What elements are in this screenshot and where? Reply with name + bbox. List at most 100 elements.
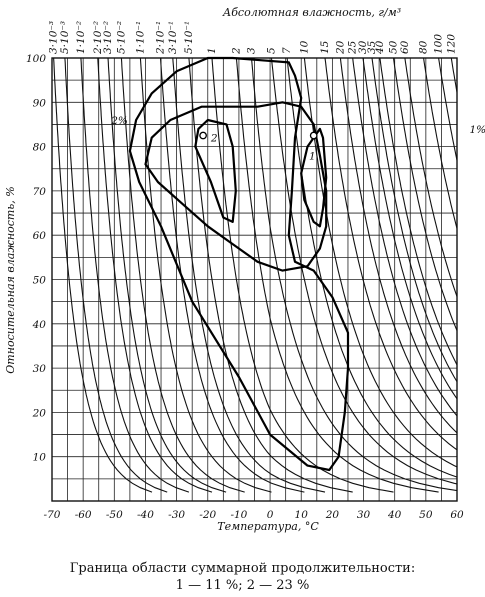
y-tick-label: 20 (32, 407, 47, 419)
top-tick-label: 5 (266, 47, 278, 54)
annotation-label: 2 (210, 133, 218, 145)
top-tick-label: 25 (347, 40, 359, 55)
x-tick-label: 40 (387, 509, 402, 521)
chart-grid (51, 57, 458, 502)
marker-1 (309, 131, 318, 140)
contour-3 (300, 127, 328, 228)
abs-humidity-line (404, 58, 457, 299)
top-tick-label: 80 (418, 40, 430, 54)
top-tick-label: 3·10⁻² (102, 21, 114, 54)
top-tick-label: 2·10⁻² (92, 21, 104, 55)
y-tick-label: 60 (33, 230, 47, 242)
y-tick-label: 50 (33, 275, 47, 287)
plot-frame (51, 57, 458, 502)
x-tick-label: -30 (168, 509, 185, 521)
x-tick-label: 10 (295, 509, 309, 521)
contour-4 (194, 118, 237, 223)
x-tick-label: -60 (75, 509, 92, 521)
top-tick-label: 120 (445, 34, 457, 54)
contour-1 (128, 56, 350, 472)
x-tick-label: 60 (450, 509, 464, 521)
abs-humidity-line (438, 58, 457, 164)
top-tick-label: 35 (366, 40, 378, 54)
abs-humidity-line (120, 58, 245, 493)
top-tick-label: 15 (319, 40, 331, 54)
top-tick-label: 2·10⁻¹ (155, 21, 167, 55)
top-tick-label: 60 (399, 40, 411, 54)
x-tick-label: 0 (267, 509, 274, 521)
abs-humidity-line (339, 58, 457, 434)
top-tick-label: 7 (281, 47, 293, 54)
top-tick-label: 3 (246, 47, 258, 54)
abs-humidity-line (139, 58, 272, 493)
top-tick-label: 5·10⁻³ (59, 21, 71, 54)
abs-humidity-line (362, 58, 457, 400)
y-tick-labels: 10 20 30 40 50 60 70 80 90 100 (26, 53, 46, 464)
abs-humidity-line (352, 58, 457, 417)
top-tick-label: 1·10⁻¹ (134, 21, 146, 54)
abs-humidity-line (235, 58, 439, 493)
abs-humidity-line (303, 58, 457, 468)
top-tick-label: 30 (357, 40, 369, 54)
top-tick-label: 20 (334, 40, 346, 55)
abs-humidity-line (107, 58, 227, 493)
y-tick-label: 80 (33, 142, 47, 154)
top-tick-label: 2 (230, 47, 242, 55)
annotation-label: 1 (309, 150, 316, 162)
top-tick-label: 10 (298, 40, 310, 54)
y-axis-title: Относительная влажность, % (4, 186, 17, 373)
abs-humidity-line (172, 58, 326, 493)
top-tick-label: 5·10⁻² (115, 21, 127, 54)
plot-border (51, 57, 458, 502)
caption-line-2: 1 — 11 %; 2 — 23 % (175, 578, 310, 593)
abs-humidity-line (250, 58, 457, 492)
y-tick-label: 90 (33, 97, 47, 109)
y-tick-label: 10 (33, 452, 47, 464)
abs-humidity-line (270, 58, 457, 485)
x-tick-label: -40 (137, 509, 154, 521)
abs-humidity-line (80, 58, 190, 493)
abs-humidity-line (188, 58, 353, 493)
top-tick-label: 40 (374, 40, 386, 55)
y-tick-label: 70 (33, 186, 47, 198)
x-tick-label: -10 (230, 509, 247, 521)
contour-2 (144, 101, 328, 272)
abs-humidity-line (97, 58, 213, 493)
y-tick-label: 40 (32, 319, 47, 331)
x-tick-label: -70 (44, 509, 61, 521)
humidity-chart: -70 -60 -50 -40 -30 -20 -10 0 10 20 30 40 50 60 10203… (4, 6, 485, 533)
x-tick-labels: -70 -60 -50 -40 -30 -20 -10 0 10 20 30 40 50 60 (44, 509, 464, 521)
absolute-humidity-lines (53, 58, 457, 493)
caption-line-1: Граница области суммарной продолжительно… (69, 561, 416, 576)
top-tick-label: 1·10⁻² (75, 21, 87, 54)
y-tick-label: 100 (26, 53, 46, 65)
x-tick-label: -50 (106, 509, 123, 521)
x-axis-title: Температура, °C (217, 520, 319, 533)
abs-humidity-line (392, 58, 457, 333)
top-axis-title: Абсолютная влажность, г/м³ (222, 6, 401, 19)
top-tick-label: 50 (388, 40, 400, 54)
top-tick-label: 3·10⁻³ (48, 21, 60, 54)
abs-humidity-line (379, 58, 457, 366)
marker-2 (199, 131, 207, 140)
annotation-label: 1% (469, 124, 485, 136)
top-tick-labels: 3·10⁻³ 5·10⁻³ 1·10⁻² 2·10⁻²3·10⁻² 5·10⁻² 1·10… (48, 21, 458, 55)
x-tick-label: 20 (325, 509, 340, 521)
top-tick-label: 3·10⁻¹ (167, 21, 179, 54)
top-tick-label: 5·10⁻¹ (183, 21, 195, 54)
x-tick-label: 50 (419, 509, 433, 521)
abs-humidity-line (324, 58, 457, 451)
top-tick-label: 1 (206, 47, 218, 54)
y-tick-label: 30 (33, 363, 47, 375)
annotations: 2% 1% 2 1 (110, 115, 485, 162)
abs-humidity-line (211, 58, 394, 493)
abs-humidity-line (53, 58, 153, 493)
abs-humidity-line (423, 58, 457, 231)
x-tick-label: -20 (199, 509, 216, 521)
abs-humidity-line (64, 58, 168, 493)
top-tick-label: 100 (433, 34, 445, 54)
abs-humidity-line (371, 58, 457, 383)
annotation-label: 2% (110, 115, 128, 127)
x-tick-label: 30 (357, 509, 371, 521)
contour-group (128, 56, 350, 472)
